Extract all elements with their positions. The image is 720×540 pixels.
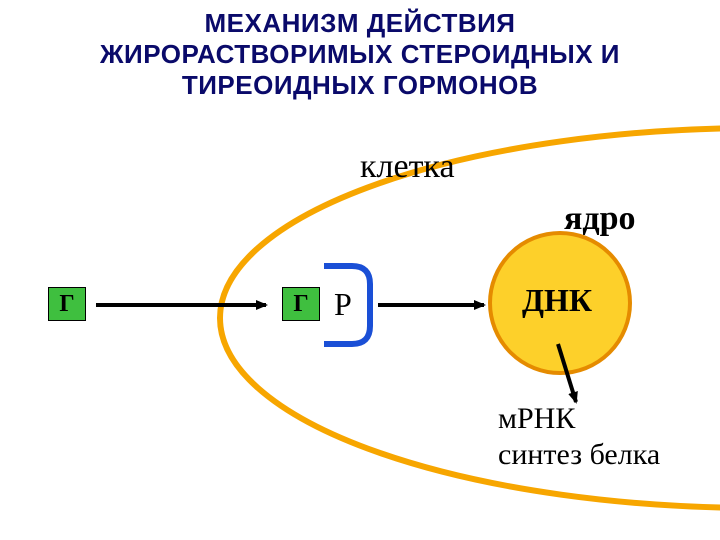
label-protein-text: синтез белка (498, 438, 660, 471)
label-cell: клетка (360, 148, 455, 186)
label-nucleus-text: ядро (564, 200, 636, 237)
hormone-bound-letter: Г (293, 291, 308, 317)
label-mrna: мРНК (498, 402, 575, 436)
label-dna: ДНК (522, 282, 592, 319)
label-protein-synthesis: синтез белка (498, 438, 660, 472)
label-mrna-text: мРНК (498, 402, 575, 435)
hormone-bound: Г (282, 287, 320, 321)
label-dna-text: ДНК (522, 282, 592, 318)
receptor-letter: Р (334, 286, 352, 323)
hormone-outside: Г (48, 287, 86, 321)
label-nucleus: ядро (564, 200, 636, 238)
receptor-letter-text: Р (334, 286, 352, 322)
label-cell-text: клетка (360, 148, 455, 185)
diagram-stage: МЕХАНИЗМ ДЕЙСТВИЯ ЖИРОРАСТВОРИМЫХ СТЕРОИ… (0, 0, 720, 540)
hormone-outside-letter: Г (59, 291, 74, 317)
